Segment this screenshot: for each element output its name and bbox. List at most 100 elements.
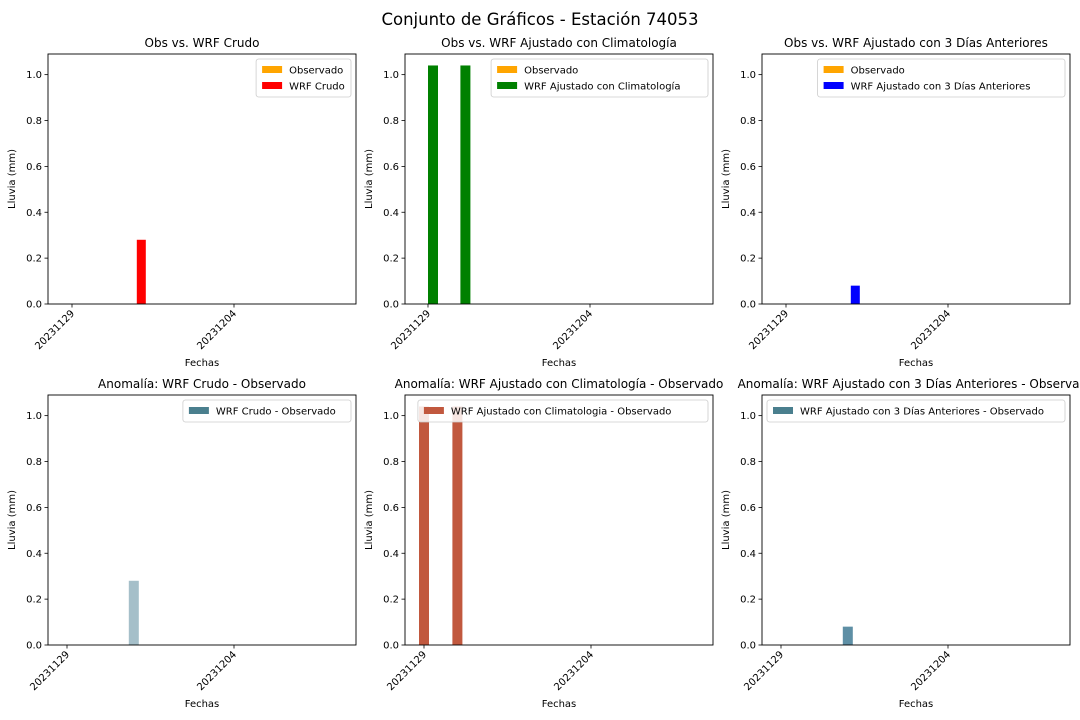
y-tick-label: 0.4 [383, 208, 399, 219]
y-axis-label: Lluvia (mm) [364, 149, 375, 209]
subplot-title: Anomalía: WRF Crudo - Observado [98, 377, 306, 391]
y-tick-label: 0.0 [26, 300, 42, 311]
y-tick-label: 0.4 [383, 549, 399, 560]
y-tick-label: 0.8 [740, 116, 756, 127]
subplot-3: Obs vs. WRF Ajustado con 3 Días Anterior… [721, 36, 1071, 369]
legend: Observado WRF Ajustado con Climatología [490, 58, 709, 98]
y-tick-label: 0.6 [26, 503, 42, 514]
bar [128, 580, 139, 645]
x-tick-label: 20231129 [33, 308, 77, 352]
y-tick-label: 0.6 [26, 162, 42, 173]
subplot-title: Obs vs. WRF Ajustado con Climatología [441, 36, 677, 50]
legend: WRF Crudo - Observado [182, 399, 352, 423]
y-tick-label: 0.4 [26, 549, 42, 560]
x-axis-label: Fechas [542, 699, 577, 710]
legend-swatch [823, 66, 844, 73]
x-axis-label: Fechas [542, 358, 577, 369]
subplot-title: Obs vs. WRF Ajustado con 3 Días Anterior… [784, 36, 1048, 50]
x-tick-label: 20231204 [195, 308, 239, 352]
plot-frame [761, 394, 1071, 646]
subplot-5: Anomalía: WRF Ajustado con Climatología … [364, 377, 723, 710]
y-tick-label: 0.4 [26, 208, 42, 219]
legend-entry: WRF Ajustado con Climatologia - Observad… [451, 407, 672, 418]
y-tick-label: 0.0 [26, 641, 42, 652]
legend-box [417, 399, 709, 423]
y-tick-label: 0.6 [740, 503, 756, 514]
legend-box [766, 399, 1066, 423]
y-tick-label: 0.0 [383, 641, 399, 652]
legend: Observado WRF Crudo [255, 58, 352, 98]
legend-entry: WRF Ajustado con 3 Días Anteriores [851, 81, 1031, 93]
legend-box [817, 58, 1066, 98]
y-tick-label: 0.2 [26, 595, 42, 606]
x-axis-label: Fechas [899, 699, 934, 710]
x-tick-label: 20231204 [909, 649, 953, 693]
y-tick-label: 0.8 [26, 457, 42, 468]
y-tick-label: 0.0 [740, 300, 756, 311]
y-tick-label: 0.8 [383, 116, 399, 127]
x-tick-label: 20231129 [389, 308, 433, 352]
plot-frame [47, 53, 357, 305]
y-axis-label: Lluvia (mm) [7, 490, 18, 550]
bar [428, 65, 438, 304]
subplot-4: Anomalía: WRF Crudo - Observado 0.0 0.2 0.4… [7, 377, 357, 710]
legend-swatch [497, 82, 518, 89]
legend: WRF Ajustado con 3 Días Anteriores - Obs… [766, 399, 1066, 423]
y-tick-label: 0.2 [740, 595, 756, 606]
legend-swatch [423, 407, 444, 414]
legend-entry: WRF Crudo [289, 82, 345, 93]
subplot-title: Obs vs. WRF Crudo [145, 36, 260, 50]
legend-swatch [188, 407, 209, 414]
legend: WRF Ajustado con Climatologia - Observad… [417, 399, 709, 423]
subplot-title: Anomalía: WRF Ajustado con Climatología … [395, 377, 724, 391]
y-tick-label: 0.0 [383, 300, 399, 311]
y-tick-label: 1.0 [383, 411, 399, 422]
y-axis-label: Lluvia (mm) [721, 490, 732, 550]
plot-frame [761, 53, 1071, 305]
plot-frame [404, 53, 714, 305]
subplot-1: Obs vs. WRF Crudo 0.0 0.2 0.4 0.6 0.8 1.0 20231… [7, 36, 357, 369]
y-tick-label: 1.0 [740, 70, 756, 81]
x-tick-label: 20231204 [552, 649, 596, 693]
x-tick-label: 20231204 [195, 649, 239, 693]
x-tick-label: 20231129 [742, 649, 786, 693]
y-tick-label: 0.8 [26, 116, 42, 127]
y-tick-label: 0.8 [383, 457, 399, 468]
y-tick-label: 0.6 [383, 503, 399, 514]
legend-entry: Observado [289, 66, 343, 77]
x-axis-label: Fechas [185, 358, 220, 369]
plot-frame [404, 394, 714, 646]
y-axis-label: Lluvia (mm) [364, 490, 375, 550]
y-tick-label: 0.4 [740, 208, 756, 219]
y-tick-label: 0.2 [26, 254, 42, 265]
y-tick-label: 1.0 [26, 411, 42, 422]
x-tick-label: 20231129 [28, 649, 72, 693]
legend-entry: WRF Ajustado con 3 Días Anteriores - Obs… [800, 406, 1044, 418]
legend-entry: Observado [524, 66, 578, 77]
legend-box [182, 399, 352, 423]
x-tick-label: 20231204 [551, 308, 595, 352]
legend-entry: Observado [851, 66, 905, 77]
subplot-2: Obs vs. WRF Ajustado con Climatología 0.0… [364, 36, 714, 369]
y-axis-label: Lluvia (mm) [721, 149, 732, 209]
y-tick-label: 0.0 [740, 641, 756, 652]
x-tick-label: 20231129 [385, 649, 429, 693]
y-tick-label: 0.6 [740, 162, 756, 173]
x-tick-label: 20231129 [747, 308, 791, 352]
y-tick-label: 0.2 [383, 254, 399, 265]
subplot-6: Anomalía: WRF Ajustado con 3 Días Anteri… [721, 377, 1080, 710]
bar [842, 626, 853, 645]
y-tick-label: 0.6 [383, 162, 399, 173]
legend-swatch [773, 407, 793, 414]
bar [419, 406, 429, 645]
x-tick-label: 20231204 [909, 308, 953, 352]
figure-suptitle: Conjunto de Gráficos - Estación 74053 [381, 10, 699, 29]
legend: Observado WRF Ajustado con 3 Días Anterio… [817, 58, 1066, 98]
legend-entry: WRF Crudo - Observado [216, 407, 336, 418]
y-tick-label: 0.8 [740, 457, 756, 468]
y-tick-label: 1.0 [740, 411, 756, 422]
x-axis-label: Fechas [185, 699, 220, 710]
legend-entry: WRF Ajustado con Climatología [524, 81, 680, 93]
bar [452, 406, 463, 645]
